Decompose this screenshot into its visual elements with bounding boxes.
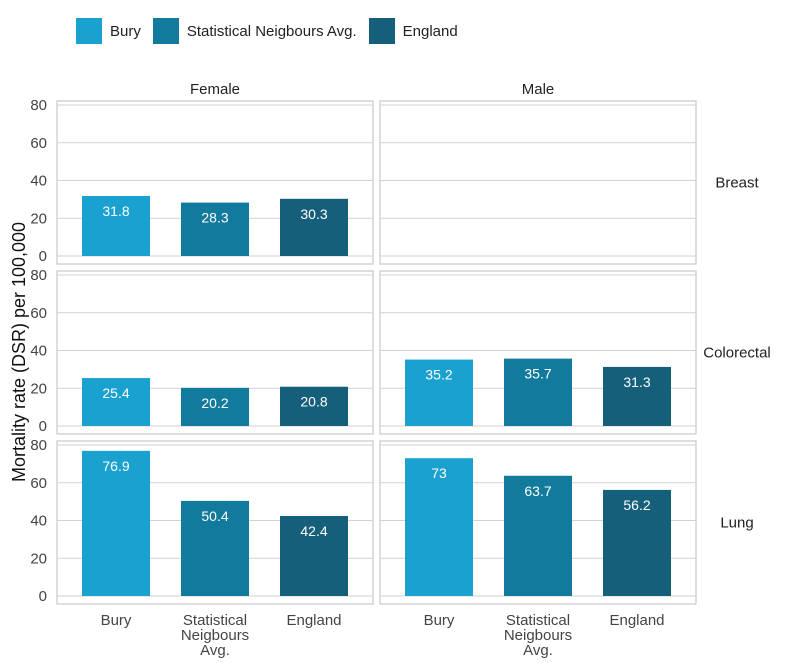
bar-lung-female-statistical-neigbours-avg <box>181 500 249 596</box>
y-tick-label-colorectal-20: 20 <box>30 380 47 397</box>
x-tick-label-line: England <box>286 612 341 629</box>
y-tick-label-lung-80: 80 <box>30 437 47 454</box>
x-tick-label-line: Statistical <box>183 612 247 629</box>
y-tick-label-colorectal-0: 0 <box>39 418 47 435</box>
facet-strip-male: Male <box>522 81 555 98</box>
y-tick-label-breast-0: 0 <box>39 248 47 265</box>
y-tick-label-breast-80: 80 <box>30 97 47 114</box>
bar-lung-female-england <box>280 515 348 596</box>
data-label-lung-female-england: 42.4 <box>300 523 327 539</box>
bar-lung-male-statistical-neigbours-avg <box>504 475 572 596</box>
legend-item-statistical-neighbours: Statistical Neigbours Avg. <box>152 18 357 44</box>
data-label-breast-female-bury: 31.8 <box>102 203 129 219</box>
legend-swatch-bury <box>76 18 102 44</box>
data-label-colorectal-female-statistical-neigbours-avg: 20.2 <box>201 395 228 411</box>
bar-colorectal-male-statistical-neigbours-avg <box>504 358 572 426</box>
x-tick-label-line: Bury <box>101 612 132 629</box>
bar-colorectal-female-statistical-neigbours-avg <box>181 387 249 426</box>
x-tick-label-line: Neigbours <box>181 627 249 644</box>
x-tick-label-line: Avg. <box>200 642 230 659</box>
data-label-colorectal-male-bury: 35.2 <box>425 367 452 383</box>
y-axis-title: Mortality rate (DSR) per 100,000 <box>9 222 29 482</box>
bar-lung-male-england <box>603 489 671 596</box>
bar-breast-female-statistical-neigbours-avg <box>181 202 249 256</box>
bar-breast-female-england <box>280 198 348 256</box>
x-tick-label-female-statistical-neigbours-avg: Statistical Neigbours Avg. <box>181 612 249 659</box>
data-label-lung-male-bury: 73 <box>431 465 447 481</box>
facet-strip-female: Female <box>190 81 240 98</box>
y-tick-label-colorectal-80: 80 <box>30 267 47 284</box>
bar-colorectal-female-england <box>280 386 348 426</box>
x-tick-label-line: Bury <box>424 612 455 629</box>
legend-item-england: England <box>368 18 458 44</box>
data-label-colorectal-male-statistical-neigbours-avg: 35.7 <box>524 366 551 382</box>
data-label-colorectal-male-england: 31.3 <box>623 374 650 390</box>
x-tick-label-line: Avg. <box>523 642 553 659</box>
data-label-lung-male-statistical-neigbours-avg: 63.7 <box>524 483 551 499</box>
legend-item-bury: Bury <box>76 18 141 44</box>
y-tick-label-lung-0: 0 <box>39 588 47 605</box>
x-tick-label-line: Statistical <box>506 612 570 629</box>
data-label-lung-male-england: 56.2 <box>623 497 650 513</box>
panel-breast-male <box>379 100 697 265</box>
facet-strip-breast: Breast <box>715 175 759 192</box>
y-tick-label-breast-20: 20 <box>30 210 47 227</box>
bar-breast-female-bury <box>82 195 150 256</box>
legend: Bury Statistical Neigbours Avg. England <box>76 18 470 44</box>
facet-strip-colorectal: Colorectal <box>703 345 771 362</box>
facet-strip-lung: Lung <box>720 515 753 532</box>
x-tick-label-line: Neigbours <box>504 627 572 644</box>
bar-lung-male-bury <box>405 458 473 596</box>
bar-colorectal-male-bury <box>405 359 473 426</box>
y-tick-label-colorectal-40: 40 <box>30 343 47 360</box>
y-tick-label-lung-60: 60 <box>30 475 47 492</box>
legend-swatch-england <box>368 18 395 44</box>
x-tick-label-female-england: England <box>286 612 341 629</box>
y-tick-label-lung-40: 40 <box>30 513 47 530</box>
x-tick-label-line: England <box>609 612 664 629</box>
y-tick-label-breast-40: 40 <box>30 173 47 190</box>
y-tick-label-breast-60: 60 <box>30 135 47 152</box>
bar-colorectal-male-england <box>603 366 671 426</box>
bar-lung-female-bury <box>82 450 150 596</box>
x-tick-label-male-statistical-neigbours-avg: Statistical Neigbours Avg. <box>504 612 572 659</box>
legend-label-bury: Bury <box>110 22 141 40</box>
y-tick-label-lung-20: 20 <box>30 550 47 567</box>
x-tick-label-male-bury: Bury <box>424 612 455 629</box>
bar-colorectal-female-bury <box>82 378 150 426</box>
legend-label-statistical-neighbours: Statistical Neigbours Avg. <box>186 22 357 40</box>
data-label-lung-female-bury: 76.9 <box>102 458 129 474</box>
data-label-colorectal-female-bury: 25.4 <box>102 385 129 401</box>
data-label-breast-female-england: 30.3 <box>300 206 327 222</box>
data-label-breast-female-statistical-neigbours-avg: 28.3 <box>201 210 228 226</box>
legend-label-england: England <box>402 22 458 40</box>
data-label-colorectal-female-england: 20.8 <box>300 394 327 410</box>
legend-swatch-statistical-neighbours <box>152 18 179 44</box>
y-tick-label-colorectal-60: 60 <box>30 305 47 322</box>
data-label-lung-female-statistical-neigbours-avg: 50.4 <box>201 508 228 524</box>
x-tick-label-male-england: England <box>609 612 664 629</box>
x-tick-label-female-bury: Bury <box>101 612 132 629</box>
